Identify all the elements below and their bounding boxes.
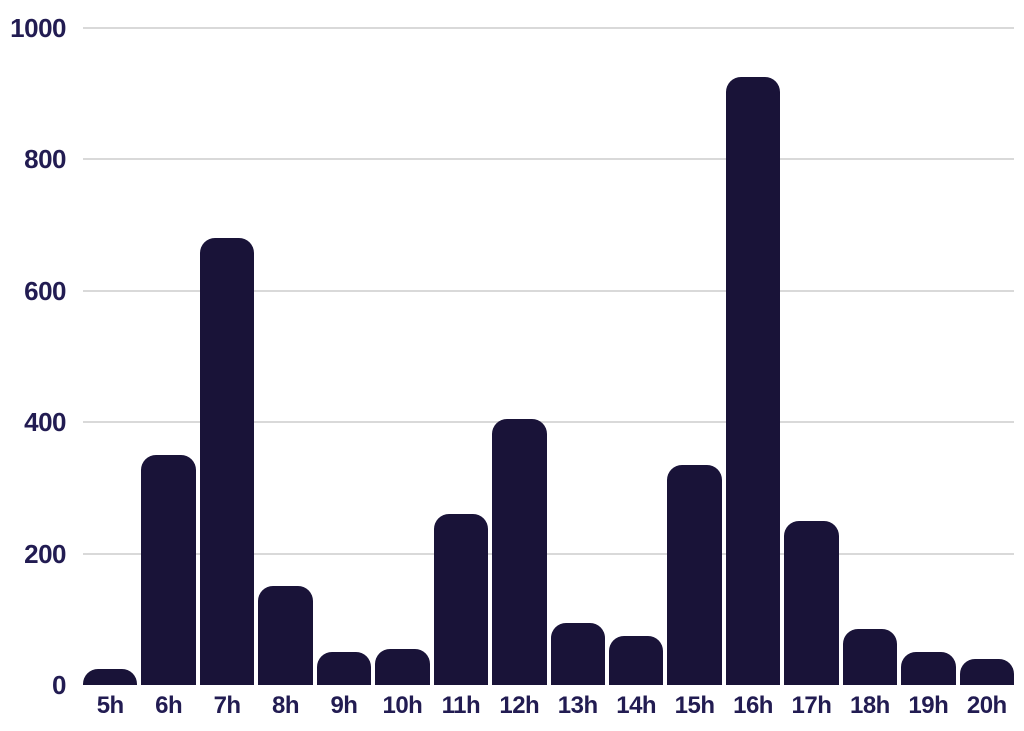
bar-8h (258, 586, 313, 685)
plot-area (83, 27, 1014, 685)
bar-19h (901, 652, 956, 685)
bar-15h (667, 464, 722, 685)
bar-18h (842, 629, 898, 685)
y-tick-label-0: 0 (52, 670, 66, 700)
y-tick-label-800: 800 (24, 144, 66, 175)
bar-14h (608, 635, 664, 685)
y-tick-label-600: 600 (24, 275, 66, 306)
y-tick-label-400: 400 (24, 407, 66, 438)
x-tick-label-13h: 13h (557, 692, 598, 719)
x-axis-labels: 5h 6h 7h 8h 9h 10h 11h 12h 13h 14h 15h 16h 17h 18h 19h… (83, 692, 1014, 721)
x-tick-label-15h: 15h (674, 692, 715, 719)
bar-5h (83, 668, 138, 685)
bar-20h (959, 658, 1014, 685)
bar-10h (375, 648, 430, 685)
bar-13h (550, 622, 605, 685)
gridline-1000 (83, 27, 1014, 29)
bar-16h (725, 77, 781, 685)
x-tick-label-17h: 17h (791, 692, 832, 719)
bar-6h (141, 455, 196, 685)
bar-17h (784, 520, 839, 685)
x-tick-label-11h: 11h (441, 692, 481, 719)
y-tick-label-200: 200 (24, 538, 66, 569)
gridline-200 (83, 552, 1014, 555)
x-tick-label-18h: 18h (849, 692, 890, 719)
x-tick-label-16h: 16h (733, 692, 773, 719)
x-tick-label-7h: 7h (213, 692, 242, 719)
gridline-400 (83, 421, 1014, 424)
bar-9h (316, 652, 372, 685)
x-tick-label-8h: 8h (272, 692, 300, 719)
x-tick-label-9h: 9h (330, 692, 358, 719)
bars-container (83, 28, 1014, 685)
y-axis-labels: 0 200 400 600 800 1000 (0, 15, 70, 698)
x-tick-label-6h: 6h (155, 692, 183, 719)
bar-7h (199, 238, 255, 685)
x-tick-label-12h: 12h (499, 692, 540, 719)
x-tick-label-10h: 10h (382, 692, 423, 719)
x-tick-label-19h: 19h (908, 692, 949, 719)
x-tick-label-5h: 5h (96, 692, 125, 719)
bar-12h (492, 418, 547, 685)
gridline-800 (83, 158, 1014, 161)
y-tick-label-1000: 1000 (10, 13, 66, 43)
gridline-600 (83, 289, 1014, 292)
bar-11h (433, 514, 489, 685)
x-tick-label-20h: 20h (966, 692, 1007, 719)
x-tick-label-14h: 14h (616, 692, 657, 719)
